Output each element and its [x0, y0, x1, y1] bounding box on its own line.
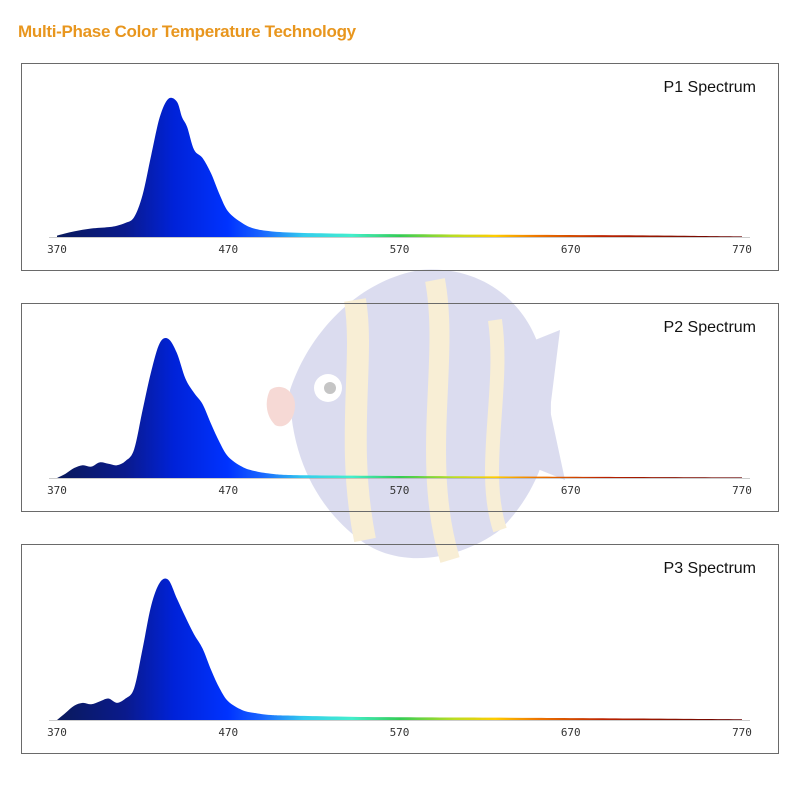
spectrum-area: [57, 337, 742, 478]
x-tick-label: 470: [218, 726, 238, 739]
spectrum-panel-p3: P3 Spectrum 370 470 570 670 770: [21, 544, 779, 754]
angelfish-logo-icon: [266, 269, 565, 563]
x-tick-label: 770: [732, 243, 752, 256]
page-title: Multi-Phase Color Temperature Technology: [18, 22, 356, 41]
spectrum-chart-p2: 370 470 570 670 770: [47, 337, 752, 497]
x-tick-label: 470: [218, 484, 238, 497]
spectrum-panel-p2: P2 Spectrum 370 470 570 670 770: [21, 303, 779, 512]
spectrum-chart-p3: 370 470 570 670 770: [47, 578, 752, 739]
x-tick-label: 370: [47, 484, 67, 497]
spectrum-area: [57, 578, 742, 720]
spectrum-panel-p1: P1 Spectrum 370 470 570 670 770: [21, 63, 779, 271]
x-tick-label: 770: [732, 484, 752, 497]
x-tick-label: 570: [390, 484, 410, 497]
x-tick-label: 670: [561, 484, 581, 497]
spectrum-chart-p1: 370 470 570 670 770: [47, 97, 752, 256]
panel-title-p3: P3 Spectrum: [663, 560, 756, 577]
x-tick-label: 670: [561, 243, 581, 256]
panel-title-p1: P1 Spectrum: [663, 79, 756, 96]
x-tick-label: 770: [732, 726, 752, 739]
x-tick-label: 370: [47, 726, 67, 739]
x-tick-label: 670: [561, 726, 581, 739]
x-tick-label: 570: [390, 726, 410, 739]
spectrum-area: [57, 97, 742, 237]
x-tick-label: 570: [390, 243, 410, 256]
x-tick-label: 370: [47, 243, 67, 256]
panel-title-p2: P2 Spectrum: [663, 319, 756, 336]
x-tick-label: 470: [218, 243, 238, 256]
